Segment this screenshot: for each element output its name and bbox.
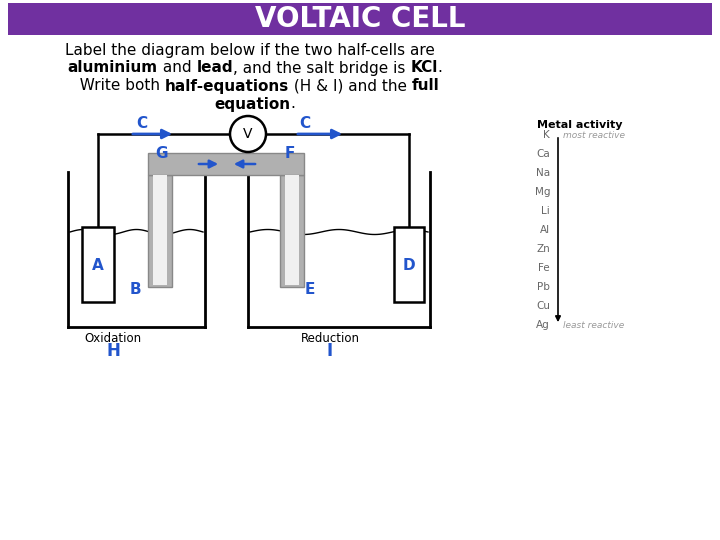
Text: , and the salt bridge is: , and the salt bridge is: [233, 60, 410, 76]
Text: full: full: [412, 78, 440, 93]
Text: C: C: [136, 116, 148, 131]
Text: Al: Al: [540, 225, 550, 235]
Text: D: D: [402, 258, 415, 273]
Bar: [8, 3, 712, 35]
Text: aluminium: aluminium: [68, 60, 158, 76]
Bar: [280, 175, 304, 287]
Text: B: B: [129, 281, 141, 296]
Text: Zn: Zn: [536, 244, 550, 254]
Text: .: .: [291, 97, 295, 111]
Circle shape: [230, 116, 266, 152]
Text: V: V: [243, 127, 253, 141]
Text: Fe: Fe: [539, 263, 550, 273]
Text: Write both: Write both: [70, 78, 165, 93]
Bar: [285, 175, 299, 285]
Text: K: K: [544, 130, 550, 140]
Text: VOLTAIC CELL: VOLTAIC CELL: [255, 5, 465, 33]
Text: most reactive: most reactive: [563, 131, 625, 139]
Text: Ca: Ca: [536, 149, 550, 159]
Text: .: .: [438, 60, 442, 76]
Text: C: C: [300, 116, 310, 131]
Text: least reactive: least reactive: [563, 321, 624, 329]
Text: Na: Na: [536, 168, 550, 178]
Text: half-equations: half-equations: [165, 78, 289, 93]
Text: E: E: [305, 281, 315, 296]
Text: A: A: [92, 258, 104, 273]
Bar: [148, 153, 304, 175]
Text: Cu: Cu: [536, 301, 550, 311]
Text: Li: Li: [541, 206, 550, 216]
Text: I: I: [327, 342, 333, 360]
Text: Ag: Ag: [536, 320, 550, 330]
Text: Pb: Pb: [537, 282, 550, 292]
Text: Label the diagram below if the two half-cells are: Label the diagram below if the two half-…: [65, 43, 435, 57]
Text: KCl: KCl: [410, 60, 438, 76]
Text: Metal activity: Metal activity: [537, 120, 623, 130]
Bar: [394, 227, 424, 302]
Text: H: H: [106, 342, 120, 360]
Text: F: F: [285, 146, 295, 161]
Bar: [153, 175, 167, 285]
Text: and: and: [158, 60, 197, 76]
Text: equation: equation: [215, 97, 291, 111]
Text: Oxidation: Oxidation: [84, 333, 142, 346]
Text: Reduction: Reduction: [300, 333, 359, 346]
Text: lead: lead: [197, 60, 233, 76]
Text: (H & I) and the: (H & I) and the: [289, 78, 412, 93]
Text: Mg: Mg: [534, 187, 550, 197]
Bar: [82, 227, 114, 302]
Bar: [148, 175, 172, 287]
Text: G: G: [156, 146, 168, 161]
